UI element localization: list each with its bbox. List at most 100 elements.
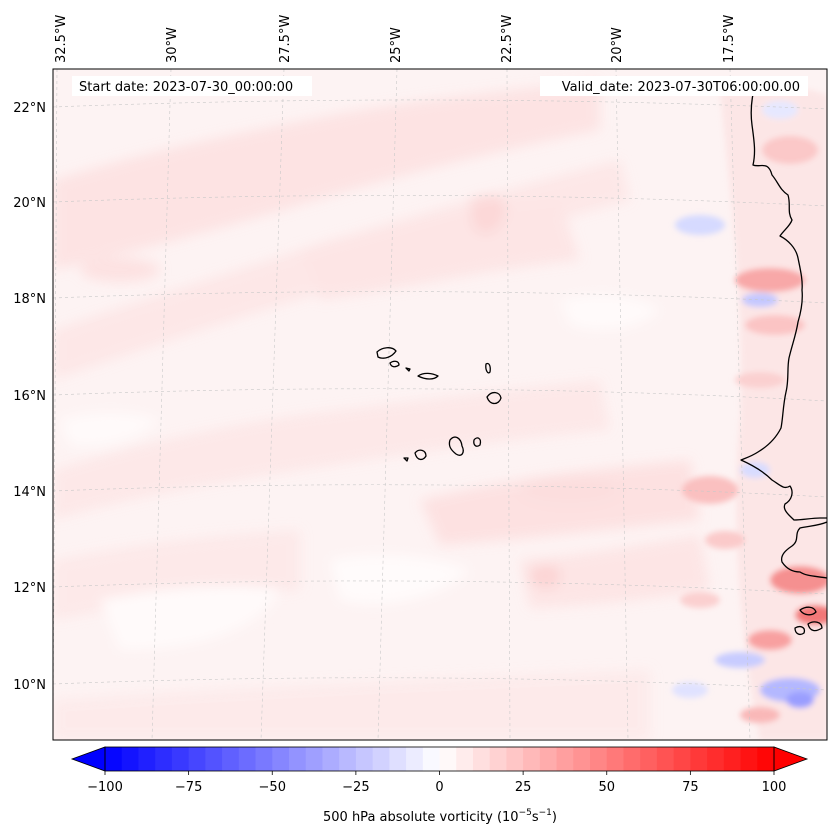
cape-verde-sao-nicolau (417, 372, 439, 380)
cape-verde-boa-vista (486, 391, 502, 405)
colorbar-tick-label: −75 (175, 780, 202, 795)
colorbar-segment (339, 747, 357, 771)
meridian-25w (377, 69, 398, 740)
lat-label-16n: 16°N (13, 389, 46, 404)
lon-label-20w: 20°W (610, 27, 625, 63)
colorbar-segment (723, 747, 742, 771)
cape-verde-santa-luzia (405, 367, 411, 372)
meridian-17-5w (729, 69, 751, 740)
cape-verde-brava (403, 457, 409, 462)
colorbar-segment (707, 747, 725, 771)
parallel-18n (53, 291, 827, 304)
colorbar-tick-label: 100 (762, 780, 787, 795)
colorbar-segment (439, 747, 457, 771)
colorbar-segment (288, 747, 307, 771)
parallel-20n (53, 195, 827, 207)
colorbar-segment (673, 747, 691, 771)
lon-label-32-5w: 32.5°W (54, 15, 69, 63)
colorbar-segment (640, 747, 658, 771)
colorbar-segment (389, 747, 407, 771)
parallel-14n (53, 484, 827, 498)
parallel-22n (53, 99, 827, 110)
african-coastline (740, 81, 827, 579)
cape-verde-maio (473, 437, 482, 447)
graticule (53, 69, 827, 740)
colorbar-segment (539, 747, 558, 771)
colorbar-segment (590, 747, 608, 771)
colorbar-segment (656, 747, 675, 771)
colorbar-segment (456, 747, 474, 771)
lat-label-20n: 20°N (13, 196, 46, 211)
lat-label-22n: 22°N (13, 101, 46, 116)
colorbar-segment (171, 747, 190, 771)
lat-label-14n: 14°N (13, 485, 46, 500)
lon-label-30w: 30°W (165, 27, 180, 63)
bissagos-islands (794, 606, 823, 635)
colorbar-segment (355, 747, 374, 771)
colorbar-segment (556, 747, 574, 771)
colorbar-segment (372, 747, 390, 771)
colorbar-segment (472, 747, 491, 771)
colorbar: −100 −75 −50 −25 0 25 50 75 100 500 hPa absolute… (70, 746, 809, 825)
colorbar-segment (121, 747, 140, 771)
meridian-32-5w (53, 69, 58, 740)
colorbar-extend-max (773, 746, 809, 772)
start-date-box (72, 76, 312, 96)
colorbar-segment (489, 747, 508, 771)
lon-label-17-5w: 17.5°W (722, 15, 737, 63)
lat-label-12n: 12°N (13, 581, 46, 596)
colorbar-segment (205, 747, 223, 771)
colorbar-tick-label: 50 (598, 780, 615, 795)
cape-verde-sao-vicente (389, 360, 400, 368)
colorbar-tick-label: 0 (435, 780, 443, 795)
lat-label-18n: 18°N (13, 292, 46, 307)
vorticity-zero-patches (60, 294, 660, 650)
colorbar-tick-label: 75 (682, 780, 699, 795)
colorbar-segment (238, 747, 257, 771)
meridian-20w (615, 69, 629, 740)
valid-date-label: Valid_date: 2023-07-30T06:00:00.00 (562, 80, 800, 95)
colorbar-segment (523, 747, 541, 771)
colorbar-segment (105, 747, 123, 771)
coastal-vorticity-features (672, 84, 827, 740)
colorbar-ticks: −100 −75 −50 −25 0 25 50 75 100 (87, 771, 786, 795)
colorbar-segment (740, 747, 758, 771)
parallel-10n (53, 677, 827, 691)
colorbar-segment (406, 747, 424, 771)
colorbar-segment (138, 747, 156, 771)
meridian-30w (151, 69, 172, 740)
colorbar-segment (222, 747, 240, 771)
parallel-16n (53, 388, 827, 402)
colorbar-segment (623, 747, 641, 771)
cape-verde-fogo (414, 449, 427, 461)
colorbar-segment (506, 747, 524, 771)
cape-verde-sal (485, 362, 491, 374)
meridian-27-5w (260, 69, 285, 740)
lon-label-22-5w: 22.5°W (500, 15, 515, 63)
colorbar-segment (305, 747, 324, 771)
map-panel (53, 69, 827, 740)
coastlines (376, 81, 827, 635)
colorbar-segment (422, 747, 441, 771)
colorbar-segment (690, 747, 708, 771)
cape-verde-santiago (448, 436, 464, 456)
colorbar-tick-label: 25 (515, 780, 532, 795)
lon-label-25w: 25°W (389, 27, 404, 63)
colorbar-segment (757, 747, 775, 771)
colorbar-segment (272, 747, 290, 771)
map-frame (52, 68, 828, 741)
valid-date-box (540, 76, 808, 96)
colorbar-label: 500 hPa absolute vorticity (10−5s−1) (323, 808, 557, 825)
colorbar-segment (606, 747, 625, 771)
colorbar-segment (255, 747, 273, 771)
parallel-12n (53, 580, 827, 595)
lat-label-10n: 10°N (13, 678, 46, 693)
cape-verde-santo-antao (376, 347, 397, 359)
vorticity-field-shading (53, 80, 710, 740)
colorbar-tick-label: −50 (259, 780, 286, 795)
colorbar-segments (105, 747, 775, 771)
colorbar-tick-label: −100 (87, 780, 123, 795)
colorbar-segment (573, 747, 591, 771)
colorbar-segment (155, 747, 173, 771)
